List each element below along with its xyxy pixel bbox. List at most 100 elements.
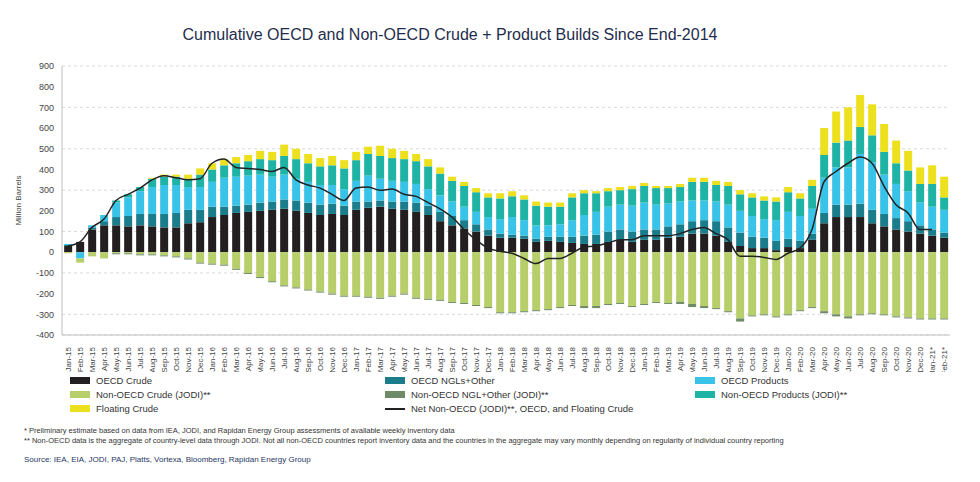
svg-text:Mar-15: Mar-15 (88, 346, 97, 372)
svg-text:800: 800 (39, 82, 54, 92)
svg-text:300: 300 (39, 185, 54, 195)
svg-text:Oct-20: Oct-20 (892, 346, 901, 371)
svg-text:Nov-19: Nov-19 (760, 346, 769, 372)
svg-text:Oct-15: Oct-15 (172, 346, 181, 371)
svg-text:Apr-18: Apr-18 (532, 346, 541, 371)
svg-text:Aug-18: Aug-18 (580, 346, 589, 372)
svg-text:Sep-15: Sep-15 (160, 346, 169, 372)
svg-text:May-18: May-18 (544, 346, 553, 372)
html-text:Cumulative OECD and Non-OECD C: Cumulative OECD and Non-OECD Crude + Pro… (182, 26, 718, 43)
svg-text:Apr-16: Apr-16 (244, 346, 253, 371)
svg-text:Aug-20: Aug-20 (868, 346, 877, 372)
html-text:* Preliminary estimate based o: * Preliminary estimate based on data fro… (24, 426, 455, 435)
svg-text:Mar-18: Mar-18 (520, 346, 529, 372)
svg-text:Jun-15: Jun-15 (124, 346, 133, 371)
svg-text:Aug-17: Aug-17 (436, 346, 445, 372)
svg-text:Jun-19: Jun-19 (700, 346, 709, 371)
svg-text:Jan-15: Jan-15 (64, 346, 73, 371)
svg-text:700: 700 (39, 103, 54, 113)
svg-text:Nov-17: Nov-17 (472, 346, 481, 372)
html-text:Net Non-OECD (JODI)**, OECD, a: Net Non-OECD (JODI)**, OECD, and Floatin… (411, 403, 634, 414)
svg-text:500: 500 (39, 144, 54, 154)
html-text:Floating Crude: Floating Crude (96, 403, 159, 414)
svg-text:May-17: May-17 (400, 346, 409, 372)
svg-text:Jan-17: Jan-17 (352, 346, 361, 371)
svg-text:Aug-15: Aug-15 (148, 346, 157, 372)
svg-text:Oct-16: Oct-16 (316, 346, 325, 371)
svg-text:Jul-19: Jul-19 (712, 346, 721, 368)
svg-text:900: 900 (39, 61, 54, 71)
svg-text:Oct-18: Oct-18 (604, 346, 613, 371)
svg-text:-400: -400 (36, 330, 54, 340)
svg-text:Mar-17: Mar-17 (376, 346, 385, 372)
svg-text:Feb-16: Feb-16 (220, 346, 229, 372)
svg-text:Feb-15: Feb-15 (76, 346, 85, 372)
svg-text:Jul-18: Jul-18 (568, 346, 577, 368)
svg-text:-200: -200 (36, 289, 54, 299)
svg-text:Jun-16: Jun-16 (268, 346, 277, 371)
svg-text:Sep-16: Sep-16 (304, 346, 313, 372)
html-text:Non-OECD Crude (JODI)**: Non-OECD Crude (JODI)** (96, 389, 211, 400)
svg-text:Feb-21*: Feb-21* (940, 347, 949, 372)
svg-text:Aug-16: Aug-16 (292, 346, 301, 372)
svg-text:Apr-17: Apr-17 (388, 346, 397, 371)
svg-text:Jun-18: Jun-18 (556, 346, 565, 371)
svg-text:Sep-18: Sep-18 (592, 346, 601, 372)
svg-text:Nov-18: Nov-18 (616, 346, 625, 372)
svg-text:Aug-19: Aug-19 (724, 346, 733, 372)
svg-text:Feb-18: Feb-18 (508, 346, 517, 372)
svg-text:200: 200 (39, 206, 54, 216)
svg-text:600: 600 (39, 123, 54, 133)
html-text:Non-OECD Products (JODI)**: Non-OECD Products (JODI)** (721, 389, 848, 400)
svg-text:Dec-18: Dec-18 (628, 346, 637, 372)
svg-text:Feb-19: Feb-19 (652, 346, 661, 372)
svg-text:Mar-16: Mar-16 (232, 346, 241, 372)
svg-text:Nov-16: Nov-16 (328, 346, 337, 372)
svg-text:Nov-15: Nov-15 (184, 346, 193, 372)
svg-text:Mar-20: Mar-20 (808, 346, 817, 372)
html-text:** Non-OECD data is the aggreg: ** Non-OECD data is the aggregate of cou… (24, 436, 784, 445)
svg-text:Jan-19: Jan-19 (640, 346, 649, 371)
html-text:Non-OECD NGL+Other (JODI)**: Non-OECD NGL+Other (JODI)** (411, 389, 549, 400)
svg-text:Dec-20: Dec-20 (916, 346, 925, 372)
svg-text:May-16: May-16 (256, 346, 265, 372)
svg-text:Jan-21*: Jan-21* (928, 347, 937, 372)
svg-text:Mar-19: Mar-19 (664, 346, 673, 372)
html-text:OECD Products: OECD Products (721, 375, 789, 386)
svg-text:Nov-20: Nov-20 (904, 346, 913, 372)
svg-text:Jul-20: Jul-20 (856, 346, 865, 368)
svg-text:Sep-20: Sep-20 (880, 346, 889, 372)
svg-text:Dec-17: Dec-17 (484, 346, 493, 372)
svg-text:Sep-17: Sep-17 (448, 346, 457, 372)
svg-text:Feb-17: Feb-17 (364, 346, 373, 372)
svg-text:Jun-20: Jun-20 (844, 346, 853, 371)
svg-text:Dec-15: Dec-15 (196, 346, 205, 372)
svg-text:Jan-18: Jan-18 (496, 346, 505, 371)
html-text:OECD NGLs+Other: OECD NGLs+Other (411, 375, 495, 386)
svg-text:Dec-16: Dec-16 (340, 346, 349, 372)
svg-text:May-20: May-20 (832, 346, 841, 372)
svg-text:Jan-20: Jan-20 (784, 346, 793, 371)
svg-text:-100: -100 (36, 268, 54, 278)
svg-text:Jun-17: Jun-17 (412, 346, 421, 371)
svg-text:Sep-19: Sep-19 (736, 346, 745, 372)
svg-text:Jul-16: Jul-16 (280, 346, 289, 368)
svg-text:May-15: May-15 (112, 346, 121, 372)
svg-text:Jul-17: Jul-17 (424, 346, 433, 368)
svg-text:-300: -300 (36, 310, 54, 320)
svg-text:Apr-20: Apr-20 (820, 346, 829, 371)
svg-text:0: 0 (49, 247, 54, 257)
html-text:OECD Crude: OECD Crude (96, 375, 152, 386)
svg-text:Feb-20: Feb-20 (796, 346, 805, 372)
svg-text:400: 400 (39, 165, 54, 175)
svg-text:Jul-15: Jul-15 (136, 346, 145, 368)
svg-text:Apr-19: Apr-19 (676, 346, 685, 371)
svg-text:Oct-17: Oct-17 (460, 346, 469, 371)
svg-text:Dec-19: Dec-19 (772, 346, 781, 372)
svg-text:Oct-19: Oct-19 (748, 346, 757, 371)
svg-text:May-19: May-19 (688, 346, 697, 372)
svg-text:Jan-16: Jan-16 (208, 346, 217, 371)
svg-text:Million Barrels: Million Barrels (14, 175, 23, 225)
svg-text:Apr-15: Apr-15 (100, 346, 109, 371)
svg-text:100: 100 (39, 227, 54, 237)
